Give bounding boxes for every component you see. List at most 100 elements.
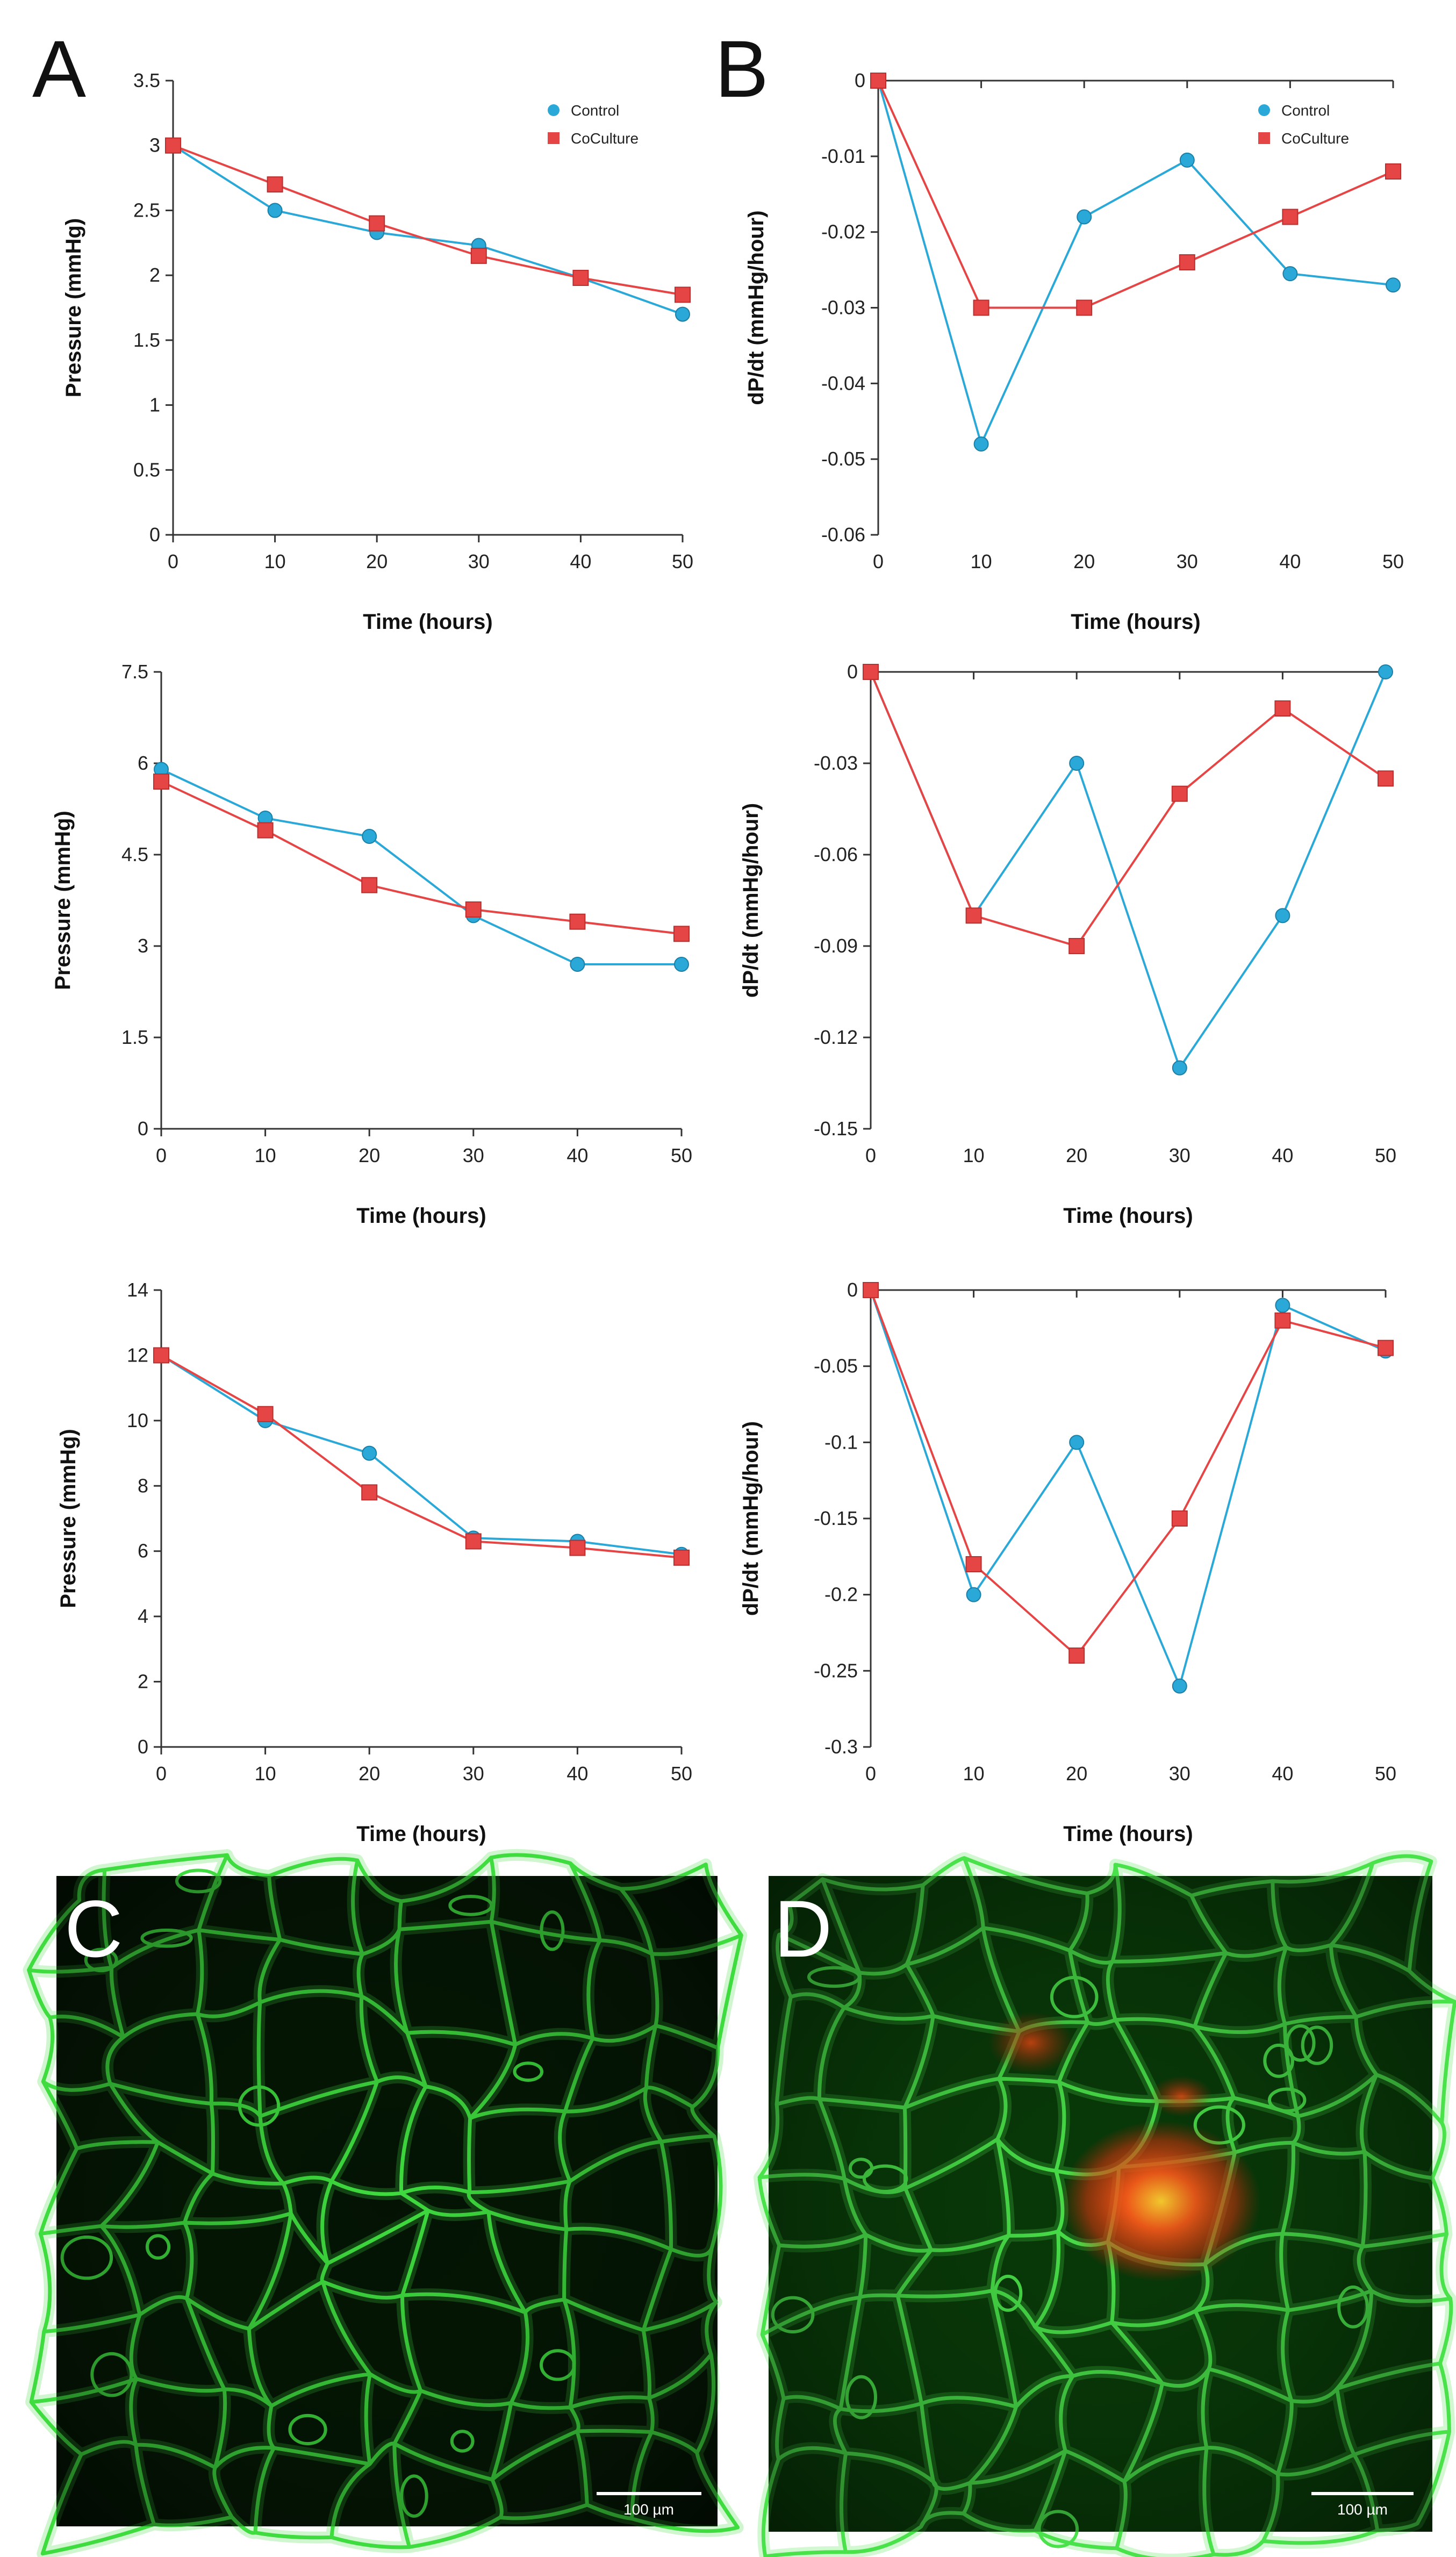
data-point-coculture [1274, 700, 1291, 717]
y-tick-label: 6 [138, 1540, 148, 1562]
x-tick-label: 30 [468, 550, 490, 572]
x-tick-label: 0 [873, 550, 884, 572]
data-point-coculture [569, 913, 586, 930]
x-tick-label: 0 [168, 550, 178, 572]
y-tick-label: -0.05 [821, 448, 865, 470]
x-tick-label: 30 [463, 1144, 484, 1166]
y-tick-label: -0.06 [814, 843, 858, 865]
x-axis-title: Time (hours) [356, 1204, 486, 1228]
data-point-coculture [1179, 254, 1195, 270]
legend-marker-control [1258, 104, 1270, 116]
y-axis-title: Pressure (mmHg) [56, 1429, 80, 1608]
chart-4: 0 10 20 30 40 50 0 -0.03 -0.06 -0.09 -0.12 -0.15 Tim… [739, 661, 1396, 1228]
data-point-control [362, 829, 377, 844]
chart-5: 0 10 20 30 40 50 0 2 4 6 8 10 12 14 Time (hours) Pressu… [56, 1279, 692, 1846]
data-point-coculture [1068, 938, 1085, 954]
series-line-control [161, 768, 682, 965]
x-tick-label: 40 [1272, 1763, 1293, 1785]
series-line-coculture [161, 780, 682, 935]
y-tick-label: 3 [149, 134, 160, 156]
x-tick-label: 20 [1073, 550, 1095, 572]
data-point-control [1077, 209, 1092, 225]
x-axis-title: Time (hours) [1071, 610, 1201, 634]
y-tick-label: 0 [149, 524, 160, 546]
y-tick-label: -0.2 [824, 1584, 858, 1606]
data-point-control [675, 306, 690, 322]
legend-label-coculture: CoCulture [571, 130, 639, 147]
data-point-control [1172, 1060, 1187, 1076]
x-tick-label: 10 [264, 550, 286, 572]
data-point-coculture [863, 664, 879, 680]
data-point-coculture [1068, 1648, 1085, 1664]
x-axis-title: Time (hours) [363, 610, 493, 634]
y-tick-label: -0.05 [814, 1355, 858, 1377]
data-point-coculture [153, 1347, 169, 1364]
data-point-coculture [165, 137, 181, 154]
data-point-coculture [257, 822, 274, 839]
data-point-control [674, 957, 689, 972]
x-tick-label: 10 [255, 1144, 276, 1166]
x-tick-label: 40 [566, 1144, 588, 1166]
data-point-control [1172, 1678, 1187, 1694]
legend-label-control: Control [571, 102, 619, 119]
x-tick-label: 20 [1066, 1763, 1087, 1785]
x-tick-label: 50 [1375, 1763, 1396, 1785]
legend-marker-control [548, 104, 560, 116]
data-point-coculture [870, 73, 886, 89]
data-point-coculture [1171, 1510, 1188, 1527]
x-tick-label: 10 [971, 550, 992, 572]
x-tick-label: 20 [366, 550, 388, 572]
micrograph-c: C 100 µm [23, 1849, 748, 2557]
data-point-control [570, 957, 585, 972]
y-tick-label: 0 [138, 1736, 148, 1758]
micrograph-d-scale-bar [1311, 2492, 1414, 2495]
y-tick-label: 12 [127, 1344, 148, 1366]
data-point-coculture [675, 287, 691, 303]
data-point-coculture [1076, 299, 1093, 316]
data-point-coculture [267, 176, 283, 193]
y-axis-title: dP/dt (mmHg/hour) [744, 210, 768, 405]
data-point-coculture [1378, 1340, 1394, 1356]
x-tick-label: 30 [1169, 1763, 1190, 1785]
panel-letters: A B [32, 24, 769, 114]
x-tick-label: 20 [358, 1144, 380, 1166]
y-tick-label: 6 [138, 752, 148, 774]
y-tick-label: 0 [847, 1279, 858, 1301]
legend-label-control: Control [1281, 102, 1330, 119]
x-tick-label: 0 [156, 1763, 167, 1785]
data-point-control [1069, 756, 1085, 771]
x-tick-label: 20 [1066, 1144, 1087, 1166]
data-point-coculture [863, 1282, 879, 1298]
data-point-control [1386, 277, 1401, 293]
x-tick-label: 40 [566, 1763, 588, 1785]
micrograph-d-scale-label: 100 µm [1337, 2501, 1388, 2518]
micrograph-d-vignette [769, 1876, 1432, 2532]
data-point-coculture [965, 1556, 982, 1572]
micrograph-c-scale-bar [597, 2492, 701, 2495]
chart-2: 0 10 20 30 40 50 0 -0.01 -0.02 -0.03 -0.04 -0.05 -0.… [744, 69, 1404, 634]
y-axis-title: Pressure (mmHg) [51, 811, 75, 990]
x-axis-title: Time (hours) [356, 1822, 486, 1846]
legend-marker-coculture [1258, 132, 1270, 144]
y-tick-label: -0.03 [814, 752, 858, 774]
y-tick-label: -0.02 [821, 221, 865, 243]
data-point-coculture [1171, 785, 1188, 802]
data-point-coculture [1282, 209, 1299, 225]
data-point-coculture [369, 215, 385, 232]
y-tick-label: -0.3 [824, 1736, 858, 1758]
x-tick-label: 10 [963, 1763, 985, 1785]
data-point-coculture [361, 877, 378, 893]
data-point-coculture [465, 901, 482, 918]
x-tick-label: 50 [672, 550, 693, 572]
data-point-coculture [569, 1539, 586, 1556]
x-tick-label: 0 [156, 1144, 167, 1166]
data-point-control [362, 1445, 377, 1461]
x-tick-label: 50 [671, 1144, 692, 1166]
micrograph-c-scale-label: 100 µm [623, 2501, 674, 2518]
data-point-coculture [465, 1533, 482, 1550]
panel-letter-b: B [715, 24, 769, 114]
x-tick-label: 10 [255, 1763, 276, 1785]
y-tick-label: 3.5 [133, 69, 160, 91]
chart-6: 0 10 20 30 40 50 0 -0.05 -0.1 -0.15 -0.2 -0.25 -0.3 T… [739, 1279, 1396, 1846]
